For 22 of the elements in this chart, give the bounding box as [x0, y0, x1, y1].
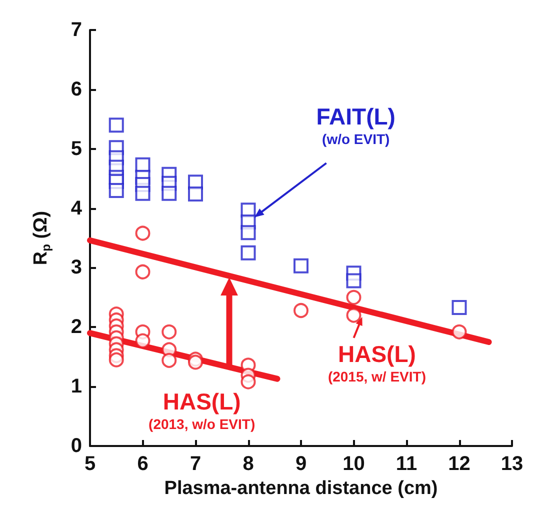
y-tick-label: 6 — [70, 78, 82, 100]
x-tick-label: 6 — [137, 453, 148, 475]
x-axis-title: Plasma-antenna distance (cm) — [164, 478, 438, 499]
y-tick-label: 2 — [70, 316, 82, 338]
x-tick-label: 11 — [396, 453, 418, 475]
x-tick-label: 8 — [242, 453, 254, 475]
y-tick-label: 0 — [70, 435, 82, 457]
x-tick-label: 13 — [500, 453, 524, 475]
y-tick-label: 7 — [70, 19, 82, 41]
annotation: HAS(L) (2015, w/ EVIT) — [328, 340, 426, 384]
y-axis-title: Rp (Ω) — [30, 210, 53, 266]
x-tick-label: 5 — [84, 453, 96, 475]
x-tick-label: 9 — [295, 453, 307, 475]
x-tick-label: 7 — [190, 453, 202, 475]
y-tick-label: 5 — [70, 138, 82, 160]
annotation: FAIT(L) (w/o EVIT) — [316, 104, 396, 148]
y-tick-label: 1 — [70, 376, 82, 398]
x-tick-label: 10 — [342, 453, 365, 475]
y-tick-label: 4 — [70, 197, 83, 220]
y-tick-label: 3 — [70, 256, 82, 279]
x-tick-label: 12 — [448, 453, 470, 475]
annotation: HAS(L) (2013, w/o EVIT) — [148, 388, 256, 432]
